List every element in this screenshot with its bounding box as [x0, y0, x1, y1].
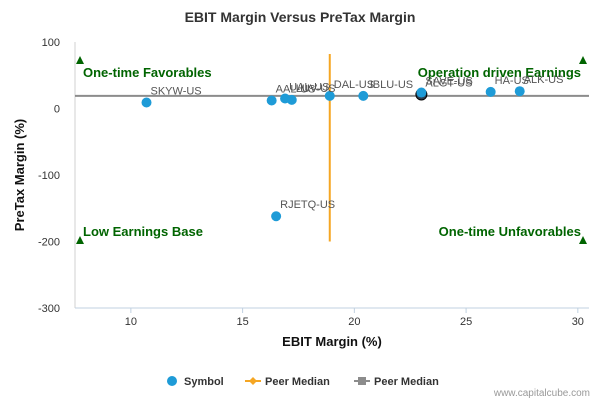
data-point-aal-us[interactable]: [266, 95, 277, 106]
x-tick-label: 25: [460, 316, 472, 328]
data-point-label: RJETQ-US: [280, 199, 335, 211]
quadrant-marker-top-left: [76, 56, 84, 64]
x-tick-label: 30: [572, 316, 584, 328]
y-tick-label: -100: [38, 170, 60, 182]
quadrant-label-bottom-left: Low Earnings Base: [83, 224, 203, 239]
data-point-ha-us[interactable]: [485, 86, 496, 97]
quadrant-marker-top-right: [579, 56, 587, 64]
legend-square-marker: [358, 377, 366, 385]
quadrant-marker-bottom-left: [76, 236, 84, 244]
data-point-save-us[interactable]: [416, 87, 427, 98]
data-point-label: SAVE-US: [425, 76, 472, 88]
y-axis-title: PreTax Margin (%): [12, 119, 27, 231]
data-point-label: HA-US: [495, 75, 529, 87]
legend-item-label[interactable]: Peer Median: [374, 376, 439, 388]
data-point-label: DAL-US: [334, 79, 374, 91]
legend-item-label[interactable]: Symbol: [184, 376, 224, 388]
y-tick-label: -200: [38, 237, 60, 249]
x-tick-label: 15: [236, 316, 248, 328]
quadrant-label-top-left: One-time Favorables: [83, 65, 212, 80]
y-tick-label: 0: [54, 104, 60, 116]
legend-diamond-marker: [249, 377, 257, 385]
chart-legend: Symbol Peer Median Peer Median: [167, 376, 439, 388]
data-point-rjetq-us[interactable]: [271, 211, 282, 222]
data-point-dal-us[interactable]: [324, 90, 335, 101]
y-tick-label: 100: [42, 37, 60, 49]
data-point-label: LUV-US: [296, 83, 336, 95]
y-tick-label: -300: [38, 303, 60, 315]
legend-item-label[interactable]: Peer Median: [265, 376, 330, 388]
data-point-skyw-us[interactable]: [141, 97, 152, 108]
data-point-label: AAL-US: [276, 84, 316, 96]
data-point-label: UAL-US: [289, 82, 329, 94]
quadrant-marker-bottom-right: [579, 236, 587, 244]
x-tick-labels: 10 15 20 25 30: [125, 308, 584, 328]
plot-area: [74, 42, 589, 309]
x-tick-label: 20: [348, 316, 360, 328]
quadrant-label-top-right: Operation driven Earnings: [418, 65, 581, 80]
quadrant-markers: One-time Favorables Operation driven Earn…: [76, 56, 587, 244]
data-point-label: ALGT-US: [425, 78, 472, 90]
data-point-label: ALK-US: [524, 74, 564, 86]
x-axis-title: EBIT Margin (%): [282, 334, 382, 349]
data-points: [141, 86, 525, 222]
data-point-alk-us[interactable]: [514, 86, 525, 97]
chart-title: EBIT Margin Versus PreTax Margin: [185, 9, 416, 25]
data-point-label: SKYW-US: [151, 86, 202, 98]
x-tick-label: 10: [125, 316, 137, 328]
data-point-luv-us[interactable]: [286, 94, 297, 105]
data-point-jblu-us[interactable]: [358, 90, 369, 101]
quadrant-label-bottom-right: One-time Unfavorables: [439, 224, 581, 239]
data-point-label: JBLU-US: [367, 79, 413, 91]
legend-symbol-marker: [167, 376, 177, 386]
credit-text: www.capitalcube.com: [493, 388, 590, 399]
y-tick-labels: 100 0 -100 -200 -300: [38, 37, 60, 315]
